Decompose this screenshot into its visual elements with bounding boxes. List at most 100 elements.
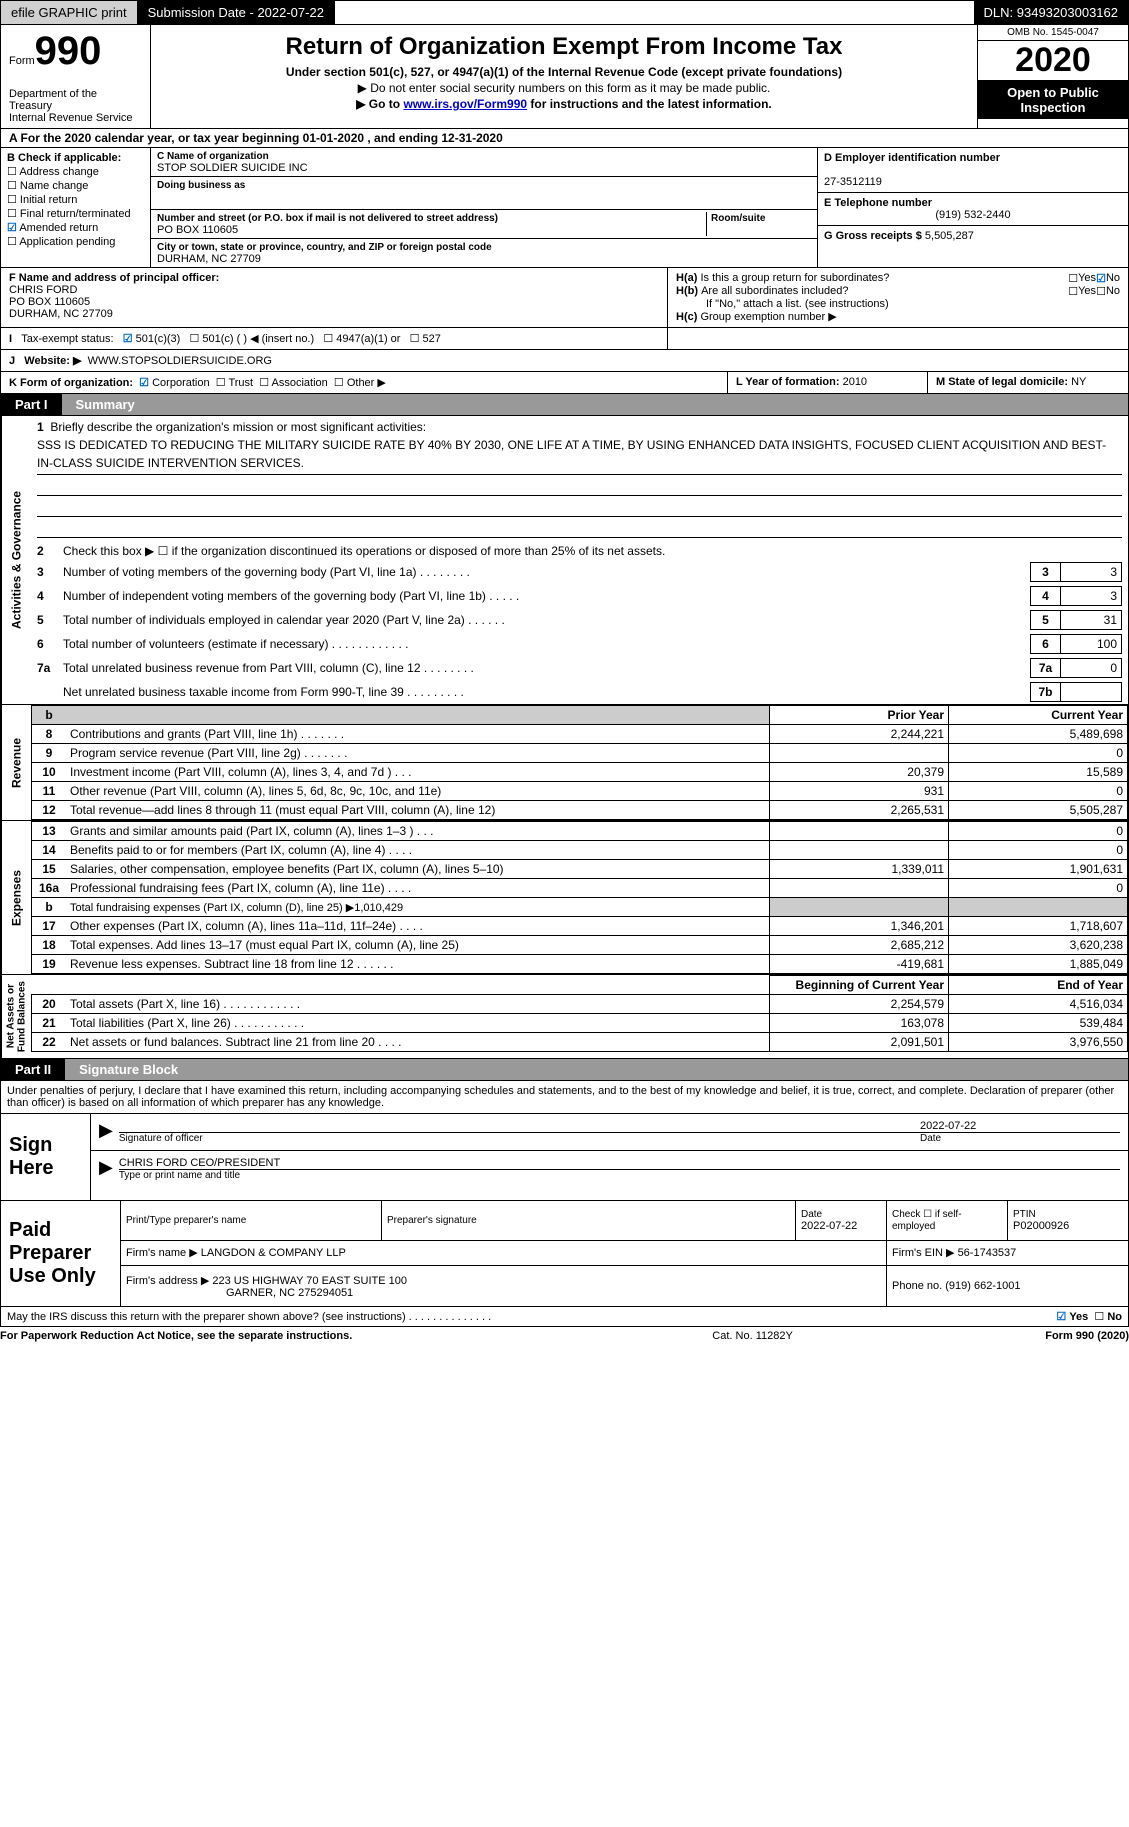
prep-date: 2022-07-22 [801, 1220, 857, 1232]
footer-right: Form 990 (2020) [1045, 1330, 1129, 1342]
table-row: 17Other expenses (Part IX, column (A), l… [32, 917, 1128, 936]
sign-here-label: Sign Here [1, 1114, 91, 1200]
table-row: bTotal fundraising expenses (Part IX, co… [32, 898, 1128, 917]
vlabel-netassets: Net Assets or Fund Balances [1, 975, 31, 1058]
phone-label: E Telephone number [824, 197, 932, 209]
sig-date-label: Date [920, 1132, 1120, 1144]
sign-here-grid: Sign Here ▶ Signature of officer 2022-07… [0, 1114, 1129, 1201]
chk-name-change[interactable]: ☐ Name change [7, 179, 144, 192]
form-number-cell: Form990 Department of the Treasury Inter… [1, 25, 151, 128]
efile-graphic-btn[interactable]: efile GRAPHIC print [1, 1, 138, 24]
ein-label: D Employer identification number [824, 152, 1000, 164]
expenses-section: Expenses 13Grants and similar amounts pa… [0, 821, 1129, 975]
line-4: Number of independent voting members of … [63, 589, 1022, 603]
tax-status-row: I Tax-exempt status: ☑ 501(c)(3) ☐ 501(c… [0, 328, 1129, 350]
phone-value: (919) 532-2440 [824, 209, 1122, 221]
self-employed-chk[interactable]: Check ☐ if self-employed [892, 1209, 962, 1232]
expenses-table: 13Grants and similar amounts paid (Part … [31, 821, 1128, 974]
line-7a: Total unrelated business revenue from Pa… [63, 661, 1022, 675]
arrow-icon: ▶ [99, 1120, 113, 1144]
activities-governance-section: Activities & Governance 1 1 Briefly desc… [0, 416, 1129, 705]
table-row: 20Total assets (Part X, line 16) . . . .… [32, 995, 1128, 1014]
website-row: J Website: ▶ WWW.STOPSOLDIERSUICIDE.ORG [0, 350, 1129, 372]
table-row: 10Investment income (Part VIII, column (… [32, 763, 1128, 782]
gross-receipts-value: 5,505,287 [925, 230, 974, 242]
table-row: 19Revenue less expenses. Subtract line 1… [32, 955, 1128, 974]
hdr-eoy: End of Year [949, 976, 1128, 995]
officer-name: CHRIS FORD [9, 284, 77, 296]
section-h: H(a) Is this a group return for subordin… [668, 268, 1128, 327]
website-value[interactable]: WWW.STOPSOLDIERSUICIDE.ORG [88, 355, 272, 367]
line-2: Check this box ▶ ☐ if the organization d… [63, 544, 1122, 558]
print-name-label: Type or print name and title [119, 1169, 1120, 1181]
table-row: 18Total expenses. Add lines 13–17 (must … [32, 936, 1128, 955]
section-b-heading: B Check if applicable: [7, 152, 144, 164]
section-l: L Year of formation: 2010 [728, 372, 928, 393]
line-3: Number of voting members of the governin… [63, 565, 1022, 579]
part1-title: Summary [62, 394, 1128, 415]
discuss-text: May the IRS discuss this return with the… [7, 1311, 491, 1323]
part2-bar: Part II Signature Block [0, 1059, 1129, 1081]
city-value: DURHAM, NC 27709 [157, 253, 261, 265]
org-name: STOP SOLDIER SUICIDE INC [157, 162, 308, 174]
public-inspection-badge: Open to Public Inspection [978, 81, 1128, 119]
form-prefix: Form [9, 55, 35, 67]
table-row: 8Contributions and grants (Part VIII, li… [32, 725, 1128, 744]
chk-final-return[interactable]: ☐ Final return/terminated [7, 207, 144, 220]
dept-label: Department of the Treasury Internal Reve… [9, 88, 142, 124]
k-lm-row: K Form of organization: ☑ Corporation ☐ … [0, 372, 1129, 394]
chk-application-pending[interactable]: ☐ Application pending [7, 235, 144, 248]
footer-left: For Paperwork Reduction Act Notice, see … [0, 1330, 352, 1342]
part2-label: Part II [1, 1059, 65, 1080]
section-b: B Check if applicable: ☐ Address change … [1, 148, 151, 267]
table-row: 13Grants and similar amounts paid (Part … [32, 822, 1128, 841]
prep-sig-hdr: Preparer's signature [387, 1215, 477, 1226]
firm-name: LANGDON & COMPANY LLP [201, 1247, 346, 1259]
room-label: Room/suite [711, 213, 765, 224]
firm-addr2: GARNER, NC 275294051 [226, 1287, 353, 1299]
footer-cat: Cat. No. 11282Y [712, 1330, 793, 1342]
signature-block: Under penalties of perjury, I declare th… [0, 1081, 1129, 1307]
officer-print-name: CHRIS FORD CEO/PRESIDENT [119, 1157, 1120, 1169]
section-m: M State of legal domicile: NY [928, 372, 1128, 393]
hb-note: If "No," attach a list. (see instruction… [676, 298, 1120, 310]
submission-date-label: Submission Date - 2022-07-22 [138, 1, 335, 24]
section-f: F Name and address of principal officer:… [1, 268, 668, 327]
part2-title: Signature Block [65, 1059, 1128, 1080]
header-sub2: ▶ Do not enter social security numbers o… [159, 81, 969, 95]
revenue-section: Revenue bPrior YearCurrent Year 8Contrib… [0, 705, 1129, 821]
line-7b: Net unrelated business taxable income fr… [63, 685, 1022, 699]
chk-amended-return[interactable]: ☑ Amended return [7, 221, 144, 234]
line-5: Total number of individuals employed in … [63, 613, 1022, 627]
topbar-spacer [335, 1, 974, 24]
org-name-label: C Name of organization [157, 151, 269, 162]
form-header: Form990 Department of the Treasury Inter… [0, 25, 1129, 129]
firm-ein: 56-1743537 [958, 1247, 1017, 1259]
omb-number: OMB No. 1545-0047 [978, 25, 1128, 41]
firm-phone: (919) 662-1001 [945, 1280, 1020, 1292]
table-row: 22Net assets or fund balances. Subtract … [32, 1033, 1128, 1052]
revenue-table: bPrior YearCurrent Year 8Contributions a… [31, 705, 1128, 820]
form-title: Return of Organization Exempt From Incom… [159, 33, 969, 61]
right-id-col: D Employer identification number 27-3512… [818, 148, 1128, 267]
sig-date: 2022-07-22 [920, 1120, 1120, 1132]
chk-address-change[interactable]: ☐ Address change [7, 165, 144, 178]
table-row: 21Total liabilities (Part X, line 26) . … [32, 1014, 1128, 1033]
irs-link[interactable]: www.irs.gov/Form990 [403, 97, 527, 111]
period-row: A For the 2020 calendar year, or tax yea… [0, 129, 1129, 148]
table-row: 12Total revenue—add lines 8 through 11 (… [32, 801, 1128, 820]
officer-addr1: PO BOX 110605 [9, 296, 90, 308]
section-c: C Name of organization STOP SOLDIER SUIC… [151, 148, 818, 267]
form-number: 990 [35, 29, 102, 73]
year-box: OMB No. 1545-0047 2020 Open to Public In… [978, 25, 1128, 128]
part1-bar: Part I Summary [0, 394, 1129, 416]
chk-initial-return[interactable]: ☐ Initial return [7, 193, 144, 206]
vlabel-revenue: Revenue [1, 705, 31, 820]
header-sub3: ▶ Go to www.irs.gov/Form990 for instruct… [159, 97, 969, 111]
table-row: 16aProfessional fundraising fees (Part I… [32, 879, 1128, 898]
top-action-bar: efile GRAPHIC print Submission Date - 20… [0, 0, 1129, 25]
table-row: 9Program service revenue (Part VIII, lin… [32, 744, 1128, 763]
officer-label: F Name and address of principal officer: [9, 272, 219, 284]
netassets-table: Beginning of Current YearEnd of Year 20T… [31, 975, 1128, 1052]
identity-block: B Check if applicable: ☐ Address change … [0, 148, 1129, 268]
